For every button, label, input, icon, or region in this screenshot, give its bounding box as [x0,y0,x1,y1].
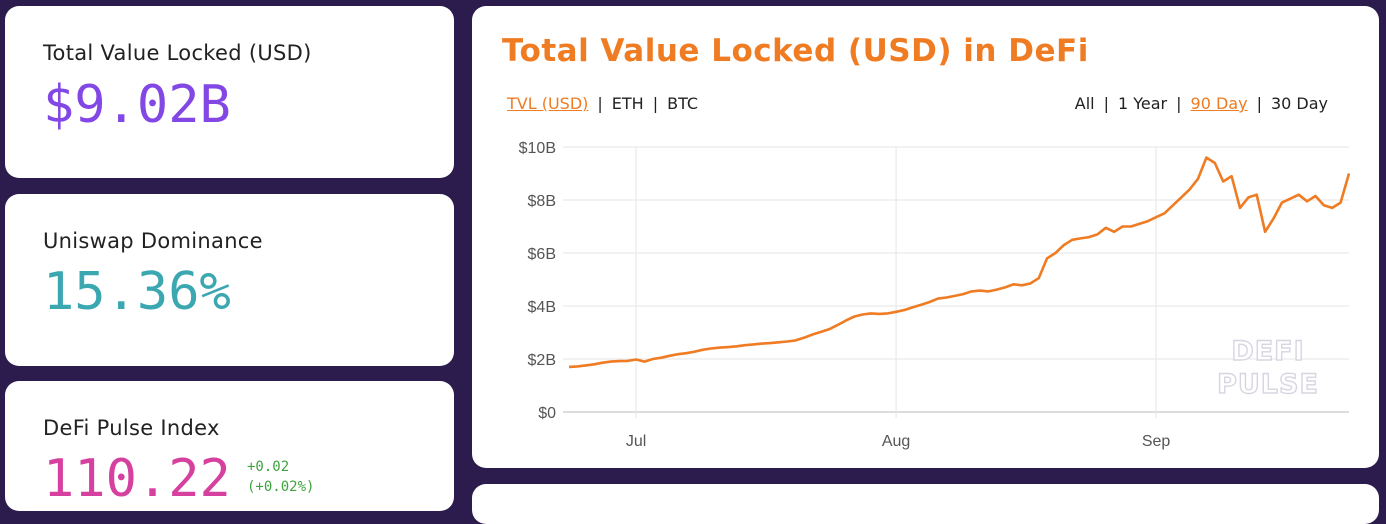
tvl-stat-label: Total Value Locked (USD) [43,41,312,65]
unit-toggle-eth[interactable]: ETH [611,94,644,113]
tvl-stat-card: Total Value Locked (USD) $9.02B [5,6,454,178]
range-toggle-separator: | [1256,94,1262,113]
dominance-stat-label: Uniswap Dominance [43,229,263,253]
x-tick-label: Jul [626,433,646,450]
y-tick-label: $6B [528,246,556,263]
range-toggle-separator: | [1103,94,1109,113]
range-toggle-1-year[interactable]: 1 Year [1117,94,1168,113]
range-toggle-all[interactable]: All [1074,94,1095,113]
range-toggle-90-day[interactable]: 90 Day [1190,94,1248,113]
dpi-change-pct: (+0.02%) [247,479,315,495]
dpi-stat-label: DeFi Pulse Index [43,416,220,440]
next-card [472,484,1379,524]
unit-toggle-group: TVL (USD) | ETH | BTC [507,94,698,113]
dpi-stat-value: 110.22 [43,449,231,509]
watermark-line-2: PULSE [1217,369,1319,400]
range-toggle-group: All | 1 Year | 90 Day | 30 Day [1075,94,1328,113]
range-toggle-separator: | [1176,94,1182,113]
x-tick-label: Sep [1142,433,1171,450]
y-tick-label: $2B [528,352,556,369]
tvl-series-line [568,156,1351,369]
x-tick-label: Aug [882,433,910,450]
unit-toggle-separator: | [597,94,603,113]
y-tick-label: $10B [519,140,556,157]
dpi-change: +0.02 (+0.02%) [247,457,314,497]
tvl-stat-value: $9.02B [43,75,231,135]
y-tick-label: $4B [528,299,556,316]
dominance-stat-value: 15.36% [43,262,231,322]
dpi-change-abs: +0.02 [247,459,290,475]
dominance-stat-card: Uniswap Dominance 15.36% [5,194,454,366]
y-tick-label: $0 [538,405,556,422]
unit-toggle-tvl-usd[interactable]: TVL (USD) [507,94,589,113]
watermark-line-1: DEFI [1231,336,1304,367]
range-toggle-30-day[interactable]: 30 Day [1270,94,1328,113]
y-tick-label: $8B [528,193,556,210]
dpi-stat-card: DeFi Pulse Index 110.22 +0.02 (+0.02%) [5,381,454,511]
tvl-chart-card: Total Value Locked (USD) in DeFi TVL (US… [472,6,1379,468]
chart-title: Total Value Locked (USD) in DeFi [502,33,1089,69]
unit-toggle-separator: | [652,94,659,113]
unit-toggle-btc[interactable]: BTC [667,94,699,113]
